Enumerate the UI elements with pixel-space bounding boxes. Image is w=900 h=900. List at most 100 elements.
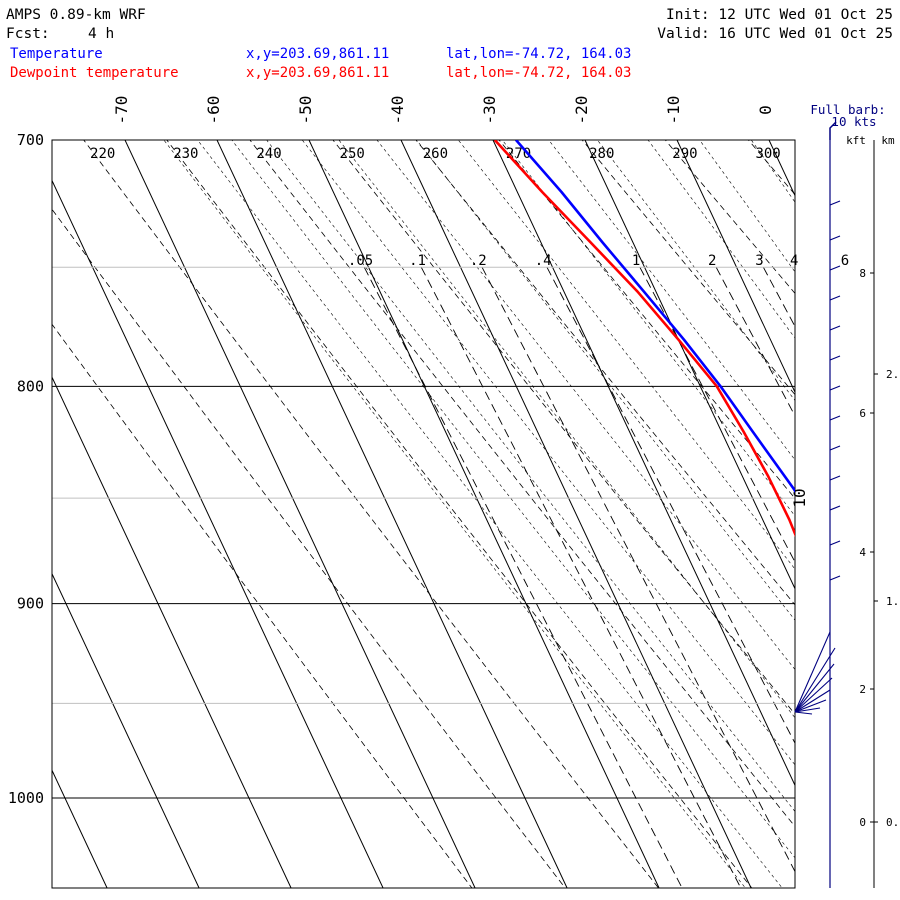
isotherm-10 — [861, 140, 900, 888]
legend-dewpoint-xy: x,y=203.69,861.11 — [246, 65, 389, 81]
kft-tick-label-8: 8 — [859, 267, 866, 280]
dry-adiabat-label-300: 300 — [755, 146, 780, 162]
mixing-ratio-label-1: .1 — [409, 253, 426, 269]
kft-tick-label-0: 0 — [859, 816, 866, 829]
isotherm-label-m40: -40 — [388, 96, 407, 125]
isotherm--10 — [676, 140, 795, 394]
isotherm--90 — [52, 375, 292, 888]
km-label: km — [881, 134, 895, 147]
legend-dewpoint-name: Dewpoint temperature — [10, 65, 179, 81]
mixing-ratio-label-4: 1 — [632, 253, 640, 269]
km-tick-label-0: 0. — [886, 816, 899, 829]
mixing-ratio-line-0 — [363, 267, 683, 888]
kft-tick-label-4: 4 — [859, 546, 866, 559]
surface-wind-barb-7 — [794, 711, 813, 715]
dry-adiabat-label-290: 290 — [672, 146, 697, 162]
fcst-label: Fcst: — [6, 26, 50, 42]
moist-adiabat-0 — [548, 140, 795, 461]
moist-adiabat--4 — [501, 140, 795, 517]
isotherm-0 — [768, 140, 795, 197]
dry-adiabat-310 — [808, 114, 900, 900]
mixing-ratio-line-6 — [763, 267, 795, 328]
wind-barb-5 — [829, 355, 841, 361]
moist-adiabat--32 — [231, 140, 795, 859]
isotherm--70 — [124, 140, 476, 888]
moist-adiabat--20 — [338, 140, 795, 719]
mixing-ratio-label-7: 4 — [790, 253, 798, 269]
wind-barb-10 — [829, 505, 841, 511]
isotherm--30 — [492, 140, 795, 787]
km-tick-label-1: 1. — [886, 595, 899, 608]
surface-wind-barb-6 — [794, 707, 821, 713]
wind-barb-6 — [829, 385, 841, 391]
isotherm-label-m10: -10 — [664, 96, 683, 125]
surface-wind-barb-2 — [794, 663, 835, 713]
dewpoint-profile — [493, 140, 795, 538]
isotherm-label-m70: -70 — [112, 96, 131, 125]
dry-adiabat-270 — [498, 140, 795, 500]
dry-adiabat-250 — [332, 140, 795, 715]
mixing-ratio-label-5: 2 — [708, 253, 716, 269]
wind-barb-9 — [829, 475, 841, 481]
dry-adiabat-label-260: 260 — [423, 146, 448, 162]
isotherm--50 — [308, 140, 660, 888]
wind-barb-11 — [829, 540, 841, 546]
km-tick-label-2: 2. — [886, 368, 899, 381]
dry-adiabat-220 — [83, 140, 660, 888]
dry-adiabat-label-240: 240 — [256, 146, 281, 162]
full-barb-value: 10 kts — [831, 114, 876, 129]
wind-barb-12 — [829, 575, 841, 581]
pressure-label-900: 900 — [17, 595, 44, 613]
isotherm--80 — [52, 179, 384, 888]
moist-adiabat--8 — [457, 140, 795, 570]
isotherm--110 — [52, 769, 108, 888]
isotherm--40 — [400, 140, 752, 888]
wind-barb-0 — [829, 200, 841, 206]
legend-dewpoint-latlon: lat,lon=-74.72, 164.03 — [446, 65, 631, 81]
fcst-value: 4 h — [88, 26, 114, 42]
dry-adiabat-240 — [249, 140, 795, 828]
moist-adiabat-16 — [750, 140, 795, 203]
pressure-label-1000: 1000 — [8, 789, 44, 807]
mixing-ratio-label-8: 6 — [841, 253, 849, 269]
valid-time: Valid: 16 UTC Wed 01 Oct 25 — [657, 26, 893, 42]
moist-adiabat-4 — [597, 140, 795, 402]
wind-barb-4 — [829, 325, 841, 331]
isotherm-label-10: 10 — [790, 488, 809, 507]
mixing-ratio-line-5 — [715, 267, 795, 417]
mixing-ratio-line-4 — [639, 267, 795, 563]
dry-adiabat-230 — [166, 140, 753, 888]
moist-adiabat--16 — [376, 140, 795, 671]
pressure-label-700: 700 — [17, 131, 44, 149]
kft-label: kft — [846, 134, 866, 147]
full-barb-label: Full barb: — [810, 102, 885, 117]
isotherm--100 — [52, 572, 200, 888]
legend-temperature-xy: x,y=203.69,861.11 — [246, 46, 389, 62]
init-time: Init: 12 UTC Wed 01 Oct 25 — [666, 7, 893, 23]
wind-barb-1 — [829, 235, 841, 241]
mixing-ratio-line-2 — [481, 267, 795, 873]
wind-barb-7 — [829, 415, 841, 421]
dry-adiabat-320 — [891, 114, 900, 900]
moist-adiabat--40 — [163, 140, 746, 888]
dry-adiabat-label-250: 250 — [340, 146, 365, 162]
dry-adiabat-label-220: 220 — [90, 146, 115, 162]
dry-adiabat-210 — [52, 208, 566, 888]
moist-adiabat--36 — [197, 140, 783, 888]
pressure-label-800: 800 — [17, 377, 44, 395]
isotherm--60 — [216, 140, 568, 888]
surface-wind-barb-4 — [794, 689, 831, 713]
dry-adiabat-label-280: 280 — [589, 146, 614, 162]
isotherm-label-0: 0 — [756, 105, 775, 115]
moist-adiabat-8 — [647, 140, 795, 339]
wind-barb-3 — [829, 295, 841, 301]
isotherm-label-m50: -50 — [296, 96, 315, 125]
plot-frame — [51, 139, 796, 889]
kft-tick-label-2: 2 — [859, 683, 866, 696]
dry-adiabat-260 — [415, 140, 795, 606]
surface-wind-barb-0 — [794, 631, 831, 713]
temperature-profile — [515, 140, 795, 493]
dry-adiabat-200 — [52, 323, 473, 888]
mixing-ratio-label-2: .2 — [470, 253, 487, 269]
